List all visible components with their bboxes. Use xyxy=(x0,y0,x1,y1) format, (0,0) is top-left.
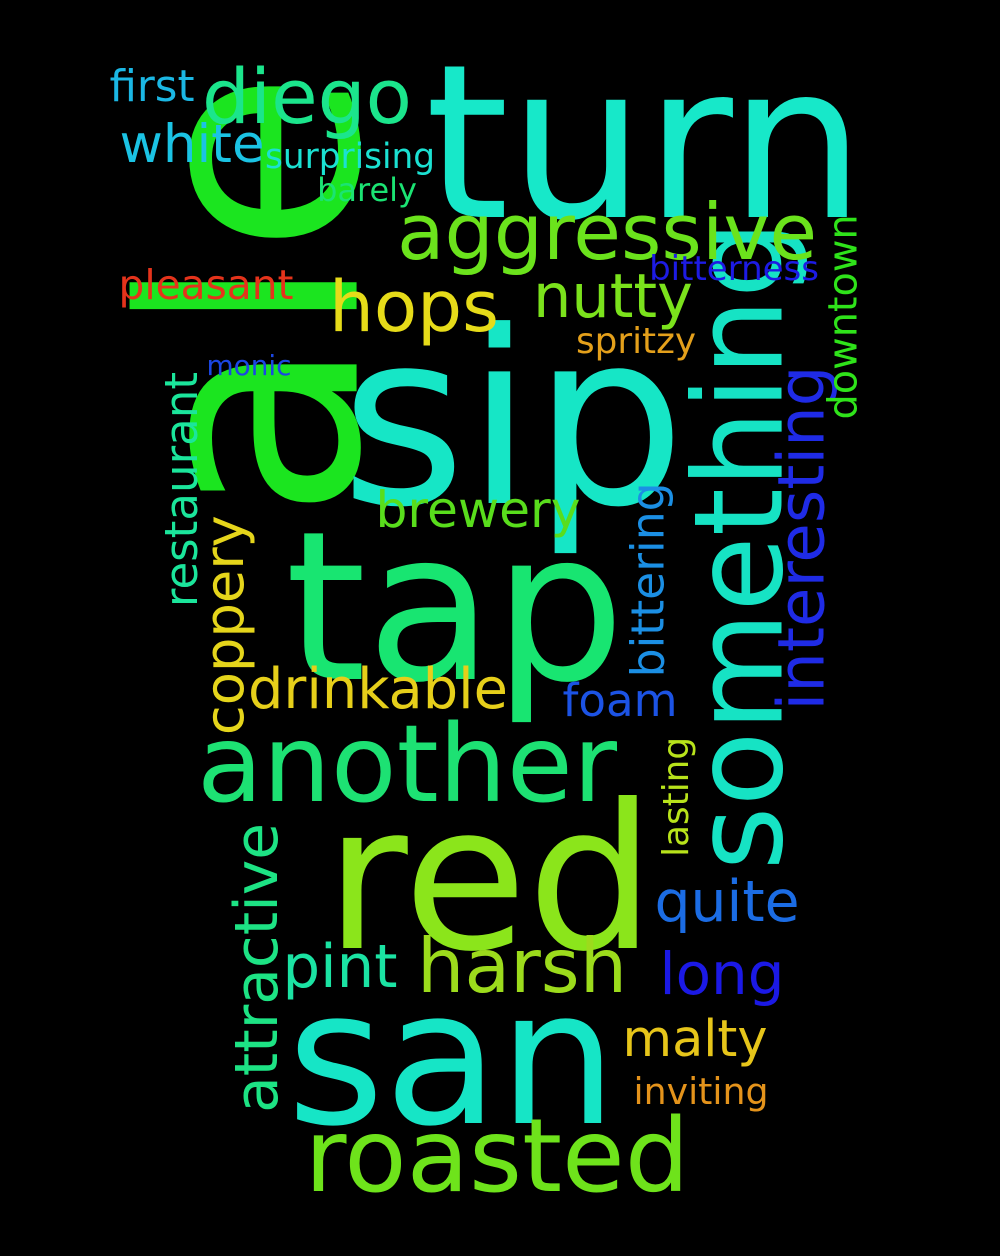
word-inviting: inviting xyxy=(633,1069,769,1113)
word-pleasant: pleasant xyxy=(118,260,294,309)
word-quite: quite xyxy=(654,868,800,935)
word-another: another xyxy=(197,702,617,828)
word-bitterness: bitterness xyxy=(649,249,819,289)
word-harsh: harsh xyxy=(417,922,628,1010)
word-sip: sip xyxy=(340,279,686,560)
word-first: first xyxy=(109,62,195,113)
word-attractive: attractive xyxy=(222,823,293,1113)
word-white: white xyxy=(119,113,265,175)
word-bittering: bittering xyxy=(621,482,675,678)
word-aggressive: aggressive xyxy=(397,188,818,279)
word-foam: foam xyxy=(562,673,678,727)
word-brewery: brewery xyxy=(375,479,581,539)
word-san: san xyxy=(287,950,617,1168)
word-turn: turn xyxy=(425,17,865,268)
word-barely: barely xyxy=(317,171,417,209)
word-tap: tap xyxy=(285,486,626,729)
word-roasted: roasted xyxy=(304,1097,690,1216)
word-surprising: surprising xyxy=(265,136,436,177)
word-restaurant: restaurant xyxy=(155,371,209,607)
word-monic: monic xyxy=(206,349,292,382)
word-long: long xyxy=(659,940,785,1008)
word-pint: pint xyxy=(282,932,398,1002)
word-malty: malty xyxy=(622,1009,768,1069)
word-red: red xyxy=(325,762,655,997)
word-spritzy: spritzy xyxy=(576,321,697,363)
word-hops: hops xyxy=(329,264,500,348)
word-drinkable: drinkable xyxy=(248,657,508,723)
word-lasting: lasting xyxy=(656,737,698,857)
word-nutty: nutty xyxy=(533,261,693,332)
word-downtown: downtown xyxy=(821,214,868,420)
word-diego: diego xyxy=(202,53,412,142)
